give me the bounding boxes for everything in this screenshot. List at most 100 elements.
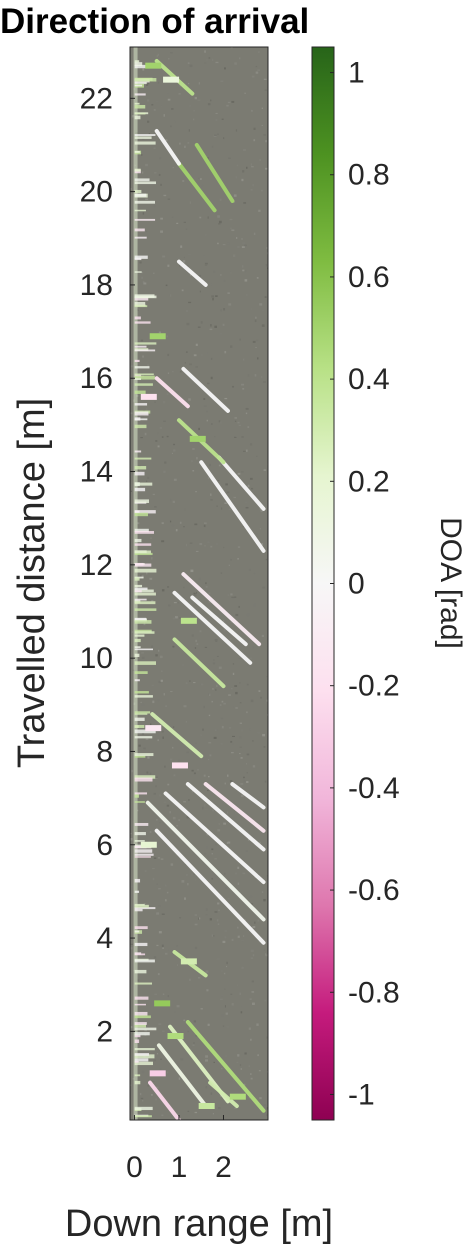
noise-speck: [161, 730, 164, 733]
noise-speck: [250, 949, 254, 953]
noise-speck: [244, 279, 248, 282]
x-tick-label: 0: [126, 1151, 143, 1184]
noise-speck: [210, 283, 213, 286]
noise-speck: [227, 897, 230, 900]
noise-speck: [167, 372, 170, 374]
noise-speck: [261, 891, 264, 893]
column-echo: [134, 856, 151, 858]
noise-speck: [179, 85, 182, 87]
column-echo: [134, 634, 145, 637]
noise-speck: [153, 272, 155, 274]
noise-speck: [168, 58, 170, 60]
noise-speck: [206, 846, 208, 849]
noise-speck: [215, 688, 217, 691]
noise-speck: [182, 180, 185, 182]
noise-speck: [245, 506, 249, 509]
noise-speck: [164, 884, 167, 887]
column-echo: [134, 1106, 153, 1111]
column-echo: [134, 592, 156, 596]
noise-speck: [131, 115, 135, 118]
noise-speck: [146, 99, 150, 102]
noise-speck: [130, 490, 133, 492]
noise-speck: [211, 877, 214, 880]
colorbar: 1 0.8 0.6 0.4 0.2 0 -0.2 -0.4 -0.6 -0.8 -1: [311, 46, 400, 1121]
noise-speck: [234, 812, 237, 815]
noise-speck: [212, 662, 216, 665]
noise-speck: [155, 440, 158, 442]
range-zero-column: [133, 47, 138, 1120]
noise-speck: [266, 1107, 268, 1110]
plot-background: [130, 47, 268, 1120]
noise-speck: [210, 99, 212, 102]
column-echo: [134, 638, 141, 643]
noise-speck: [166, 948, 169, 951]
colorbar-tick-label: -0.4: [348, 772, 400, 805]
noise-speck: [227, 101, 231, 104]
column-echo: [134, 193, 147, 197]
noise-speck: [240, 1011, 243, 1014]
noise-speck: [140, 372, 143, 374]
column-echo: [134, 691, 149, 694]
noise-speck: [183, 705, 187, 708]
noise-speck: [242, 388, 245, 390]
noise-speck: [172, 167, 174, 169]
noise-speck: [214, 729, 218, 731]
noise-speck: [253, 572, 256, 575]
noise-speck: [185, 351, 188, 353]
noise-speck: [188, 301, 192, 304]
noise-speck: [145, 738, 149, 740]
noise-speck: [137, 468, 139, 471]
column-echo: [134, 942, 148, 947]
column-echo: [134, 959, 155, 963]
noise-speck: [223, 620, 225, 622]
noise-speck: [244, 92, 246, 94]
y-tick-label: 20: [80, 176, 113, 209]
noise-speck: [195, 550, 199, 552]
noise-speck: [207, 100, 209, 103]
noise-speck: [245, 449, 248, 452]
noise-speck: [196, 769, 200, 771]
noise-speck: [254, 316, 257, 319]
noise-speck: [171, 746, 174, 749]
noise-speck: [252, 184, 254, 187]
noise-speck: [194, 523, 198, 526]
noise-speck: [220, 969, 223, 973]
noise-speck: [227, 811, 229, 814]
noise-speck: [223, 702, 226, 705]
doa-streak: [203, 782, 266, 833]
noise-speck: [217, 902, 220, 905]
noise-speck: [163, 420, 166, 422]
column-echo: [134, 729, 156, 734]
column-echo: [134, 982, 153, 985]
noise-speck: [158, 888, 161, 890]
column-echo: [134, 321, 151, 324]
noise-speck: [255, 533, 258, 535]
noise-speck: [152, 868, 155, 870]
column-echo: [134, 136, 152, 139]
column-echo: [134, 1074, 141, 1077]
noise-speck: [263, 746, 266, 748]
noise-speck: [140, 701, 142, 703]
noise-speck: [189, 680, 191, 682]
noise-speck: [224, 1005, 226, 1008]
noise-speck: [159, 794, 162, 797]
noise-speck: [139, 470, 142, 473]
noise-speck: [263, 134, 266, 136]
noise-speck: [247, 426, 250, 428]
noise-speck: [206, 989, 209, 992]
noise-speck: [172, 617, 176, 620]
noise-speck: [259, 508, 262, 510]
noise-speck: [137, 522, 140, 525]
noise-speck: [235, 129, 238, 132]
noise-speck: [176, 825, 179, 827]
noise-speck: [163, 693, 165, 696]
noise-speck: [208, 714, 211, 717]
noise-speck: [141, 732, 145, 735]
noise-speck: [141, 575, 144, 578]
noise-speck: [264, 296, 267, 298]
noise-speck: [203, 705, 205, 709]
noise-speck: [247, 374, 250, 377]
column-echo: [134, 84, 143, 87]
noise-speck: [205, 585, 208, 588]
noise-speck: [208, 775, 210, 778]
